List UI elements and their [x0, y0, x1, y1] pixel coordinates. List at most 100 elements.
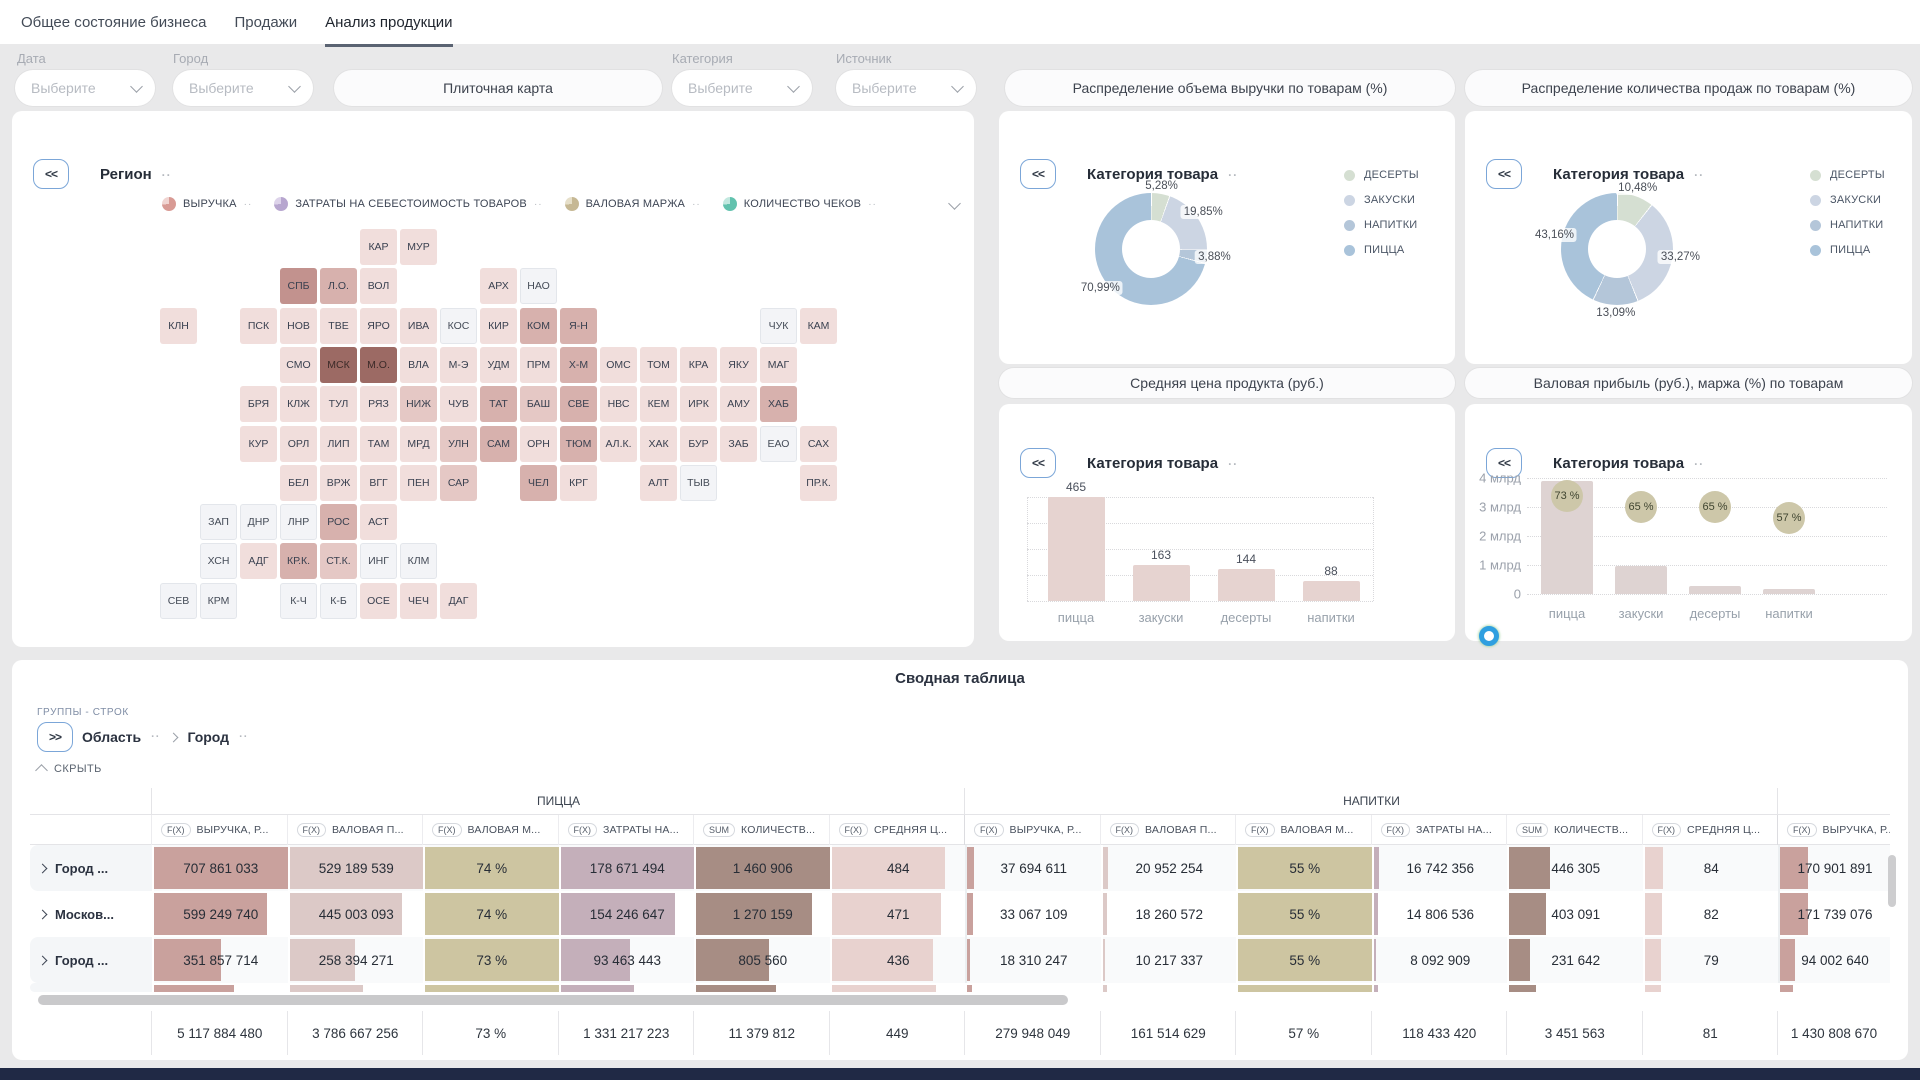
- more-handle-icon[interactable]: ··: [1228, 457, 1239, 471]
- map-tile-СВЕ[interactable]: СВЕ: [560, 386, 597, 423]
- map-tile-ОРН[interactable]: ОРН: [520, 425, 557, 462]
- map-tile-КАР[interactable]: КАР: [360, 229, 397, 265]
- filter-dropdown-3[interactable]: Выберите: [672, 70, 812, 106]
- map-tile-КОМ[interactable]: КОМ: [520, 307, 557, 344]
- more-handle-icon[interactable]: ··: [1694, 168, 1705, 182]
- map-tile-ДНР[interactable]: ДНР: [240, 504, 277, 541]
- row-label-cell[interactable]: Город ...: [30, 845, 152, 891]
- map-tile-ЯРО[interactable]: ЯРО: [360, 307, 397, 344]
- map-legend-item-2[interactable]: ЗАТРАТЫ НА СЕБЕСТОИМОСТЬ ТОВАРОВ ··: [274, 197, 542, 211]
- map-tile-КОС[interactable]: КОС: [440, 307, 477, 344]
- column-header-7[interactable]: F(X) ВЫРУЧКА, Р...: [965, 815, 1101, 845]
- row-label-cell[interactable]: Город ...: [30, 937, 152, 983]
- collapse-button[interactable]: <<: [1486, 159, 1522, 189]
- map-tile-АМУ[interactable]: АМУ: [720, 386, 757, 423]
- row-dim-2[interactable]: Город: [187, 729, 230, 745]
- legend-item-2[interactable]: ЗАКУСКИ: [1810, 194, 1885, 206]
- map-tile-СМО[interactable]: СМО: [280, 346, 317, 383]
- map-tile-КР.К.[interactable]: КР.К.: [280, 543, 317, 580]
- map-tile-КЛЖ[interactable]: КЛЖ: [280, 386, 317, 423]
- map-tile-МУР[interactable]: МУР: [400, 229, 437, 265]
- map-tile-КЛН[interactable]: КЛН: [160, 307, 197, 344]
- map-tile-УДМ[interactable]: УДМ: [480, 346, 517, 383]
- more-handle-icon[interactable]: ··: [533, 198, 543, 210]
- map-tile-МРД[interactable]: МРД: [400, 425, 437, 462]
- legend-item-1[interactable]: ДЕСЕРТЫ: [1810, 169, 1885, 181]
- vertical-scrollbar[interactable]: [1888, 855, 1896, 907]
- expand-button[interactable]: >>: [37, 722, 73, 752]
- map-tile-ЧЕЛ[interactable]: ЧЕЛ: [520, 464, 557, 501]
- map-tile-ВГГ[interactable]: ВГГ: [360, 464, 397, 501]
- map-tile-ОМС[interactable]: ОМС: [600, 346, 637, 383]
- map-tile-РОС[interactable]: РОС: [320, 504, 357, 541]
- row-dim-1[interactable]: Область: [82, 729, 142, 745]
- more-handle-icon[interactable]: ··: [1694, 457, 1705, 471]
- map-legend-item-3[interactable]: ВАЛОВАЯ МАРЖА ··: [564, 197, 701, 211]
- bar-напитки[interactable]: [1303, 581, 1360, 601]
- expand-row-icon[interactable]: [37, 909, 48, 919]
- column-header-5[interactable]: SUM КОЛИЧЕСТВ...: [694, 815, 830, 845]
- map-tile-ИВА[interactable]: ИВА: [400, 307, 437, 344]
- map-tile-КЛМ[interactable]: КЛМ: [400, 543, 437, 580]
- map-tile-ТВЕ[interactable]: ТВЕ: [320, 307, 357, 344]
- map-tile-ХСН[interactable]: ХСН: [200, 543, 237, 580]
- legend-item-1[interactable]: ДЕСЕРТЫ: [1344, 169, 1419, 181]
- collapse-button[interactable]: <<: [33, 159, 69, 189]
- column-header-11[interactable]: SUM КОЛИЧЕСТВ...: [1507, 815, 1643, 845]
- margin-point-десерты[interactable]: 65 %: [1699, 490, 1731, 523]
- map-tile-ПРМ[interactable]: ПРМ: [520, 346, 557, 383]
- map-tile-М-Э[interactable]: М-Э: [440, 346, 477, 383]
- map-tile-НОВ[interactable]: НОВ: [280, 307, 317, 344]
- map-tile-М.О.[interactable]: М.О.: [360, 346, 397, 383]
- map-tile-АРХ[interactable]: АРХ: [480, 268, 517, 305]
- map-tile-САР[interactable]: САР: [440, 464, 477, 501]
- map-tile-ЗАБ[interactable]: ЗАБ: [720, 425, 757, 462]
- map-tile-КРМ[interactable]: КРМ: [200, 582, 237, 619]
- column-header-3[interactable]: F(X) ВАЛОВАЯ М...: [423, 815, 559, 845]
- map-tile-ТАТ[interactable]: ТАТ: [480, 386, 517, 423]
- map-tile-ИРК[interactable]: ИРК: [680, 386, 717, 423]
- bar-пицца[interactable]: [1048, 497, 1105, 601]
- tab-2[interactable]: Продажи: [234, 13, 298, 31]
- more-handle-icon[interactable]: ··: [1228, 168, 1239, 182]
- tab-1[interactable]: Общее состояние бизнеса: [21, 13, 207, 31]
- column-header-9[interactable]: F(X) ВАЛОВАЯ М...: [1236, 815, 1372, 845]
- collapse-button[interactable]: <<: [1020, 448, 1056, 478]
- legend-item-4[interactable]: ПИЦЦА: [1810, 244, 1885, 256]
- expand-row-icon[interactable]: [37, 955, 48, 965]
- map-tile-НВС[interactable]: НВС: [600, 386, 637, 423]
- map-tile-САМ[interactable]: САМ: [480, 425, 517, 462]
- map-tile-ТОМ[interactable]: ТОМ: [640, 346, 677, 383]
- map-tile-КИР[interactable]: КИР: [480, 307, 517, 344]
- margin-point-пицца[interactable]: 73 %: [1551, 480, 1583, 513]
- map-tile-ВЛА[interactable]: ВЛА: [400, 346, 437, 383]
- map-tile-НАО[interactable]: НАО: [520, 268, 557, 305]
- map-tile-СПБ[interactable]: СПБ: [280, 268, 317, 305]
- filter-dropdown-4[interactable]: Выберите: [836, 70, 976, 106]
- map-tile-ЛИП[interactable]: ЛИП: [320, 425, 357, 462]
- more-handle-icon[interactable]: ··: [161, 168, 172, 182]
- map-legend-item-1[interactable]: ВЫРУЧКА ··: [162, 197, 252, 211]
- column-header-1[interactable]: F(X) ВЫРУЧКА, Р...: [152, 815, 288, 845]
- map-tile-ТАМ[interactable]: ТАМ: [360, 425, 397, 462]
- more-handle-icon[interactable]: ··: [239, 731, 249, 743]
- legend-item-2[interactable]: ЗАКУСКИ: [1344, 194, 1419, 206]
- map-tile-МСК[interactable]: МСК: [320, 346, 357, 383]
- map-tile-КРА[interactable]: КРА: [680, 346, 717, 383]
- map-tile-ЧУК[interactable]: ЧУК: [760, 307, 797, 344]
- map-tile-БЕЛ[interactable]: БЕЛ: [280, 464, 317, 501]
- map-tile-СТ.К.[interactable]: СТ.К.: [320, 543, 357, 580]
- map-tile-ВОЛ[interactable]: ВОЛ: [360, 268, 397, 305]
- column-header-2[interactable]: F(X) ВАЛОВАЯ П...: [287, 815, 423, 845]
- filter-dropdown-1[interactable]: Выберите: [15, 70, 155, 106]
- map-tile-ОРЛ[interactable]: ОРЛ: [280, 425, 317, 462]
- column-header-8[interactable]: F(X) ВАЛОВАЯ П...: [1100, 815, 1236, 845]
- map-tile-ТУЛ[interactable]: ТУЛ: [320, 386, 357, 423]
- map-tile-К-Б[interactable]: К-Б: [320, 582, 357, 619]
- collapse-button[interactable]: <<: [1020, 159, 1056, 189]
- map-tile-ВРЖ[interactable]: ВРЖ: [320, 464, 357, 501]
- bar-десерты[interactable]: [1689, 586, 1741, 594]
- margin-point-напитки[interactable]: 57 %: [1773, 501, 1805, 534]
- column-header-13[interactable]: F(X) ВЫРУЧКА, Р...: [1778, 815, 1890, 845]
- bar-закуски[interactable]: [1615, 566, 1667, 594]
